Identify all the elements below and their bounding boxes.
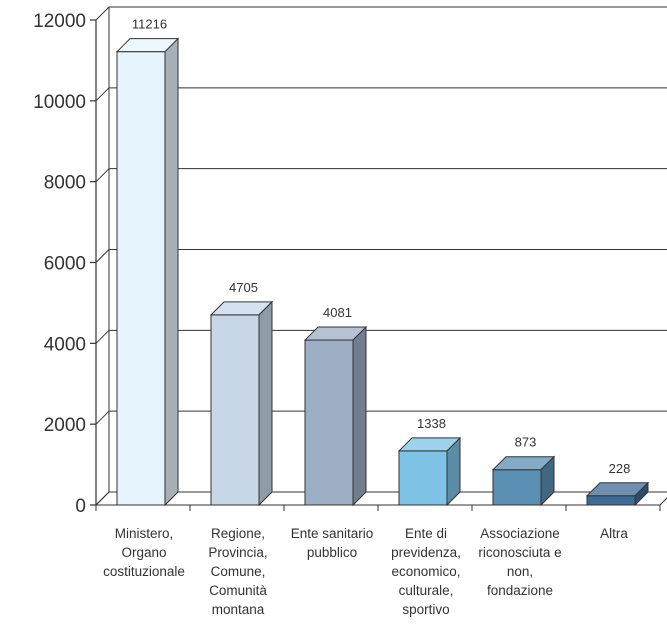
bar (115, 37, 180, 507)
category-label: Ente di previdenza, economico, culturale, sp… (391, 526, 461, 617)
category-label-line: non, (507, 564, 533, 579)
bar-side (446, 436, 461, 507)
category-label-line: Regione, (211, 526, 265, 541)
category-label-line: pubblico (307, 545, 357, 560)
category-label-line: Altra (600, 526, 628, 541)
data-label: 4081 (323, 305, 352, 320)
y-tick-connector (95, 491, 110, 506)
data-label: 4705 (229, 280, 258, 295)
category-label: Altra (600, 526, 628, 541)
bar-side (258, 300, 273, 507)
bar (585, 481, 650, 507)
y-tick-connector (95, 249, 110, 263)
bar-front (398, 450, 448, 506)
category-label-line: culturale, (399, 583, 454, 598)
category-label-line: Comunità (209, 583, 267, 598)
category-label-line: Associazione (480, 526, 560, 541)
bar (491, 455, 556, 507)
bar-front (116, 51, 166, 506)
category-label-line: Organo (121, 545, 166, 560)
bar-side (352, 325, 367, 507)
category-label-line: Ministero, (115, 526, 174, 541)
bar-side (164, 37, 179, 507)
category-label-line: sportivo (402, 602, 449, 617)
y-tick-label: 0 (75, 496, 86, 517)
category-label-line: Ente sanitario (291, 526, 374, 541)
category-label: Ministero, Organo costituzionale (103, 526, 185, 579)
category-label: Associazione riconosciuta e non, fondazione (478, 526, 561, 598)
y-tick-connector (95, 410, 110, 425)
bar (209, 300, 274, 507)
y-tick-label: 12000 (33, 11, 86, 32)
y-tick-connector (95, 87, 110, 102)
text-layer: 0 2000 4000 6000 8000 10000 12000 11216 Minister… (33, 11, 630, 617)
category-label-line: Comune, (211, 564, 266, 579)
category-label-line: montana (212, 602, 265, 617)
y-tick-label: 2000 (44, 415, 86, 436)
bar (303, 325, 368, 507)
y-tick-label: 8000 (44, 173, 86, 194)
chart-floor (94, 491, 667, 506)
bar-front (492, 469, 542, 506)
category-label-line: costituzionale (103, 564, 185, 579)
data-label: 228 (609, 461, 631, 476)
bar-side (540, 455, 555, 507)
y-tick-connector (95, 329, 110, 344)
data-label: 873 (515, 435, 537, 450)
category-label-line: riconosciuta e (478, 545, 561, 560)
bar-front (304, 339, 354, 506)
bar-layer (115, 37, 650, 507)
category-label: Regione, Provincia, Comune, Comunità montana (208, 526, 267, 617)
y-tick-label: 6000 (44, 254, 86, 275)
category-label-line: fondazione (487, 583, 553, 598)
bar-front (586, 495, 636, 506)
y-tick-label: 10000 (33, 92, 86, 113)
bar-side (634, 481, 649, 507)
y-tick-connector (95, 168, 110, 183)
data-label: 1338 (417, 416, 446, 431)
y-tick-connector (95, 6, 110, 21)
data-label: 11216 (132, 17, 167, 32)
bar (397, 436, 462, 507)
category-label: Ente sanitario pubblico (291, 526, 374, 560)
category-label-line: previdenza, (391, 545, 461, 560)
category-label-line: Provincia, (208, 545, 267, 560)
grid-layer (109, 6, 667, 412)
y-tick-label: 4000 (44, 334, 86, 355)
bar-front (210, 314, 260, 506)
category-label-line: economico, (391, 564, 460, 579)
category-label-line: Ente di (405, 526, 447, 541)
